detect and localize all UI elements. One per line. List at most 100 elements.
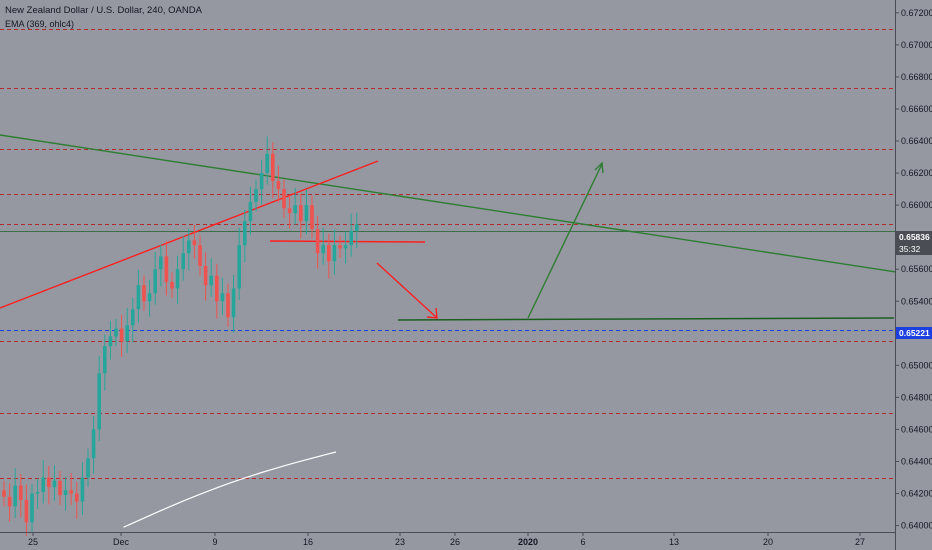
candle [265, 136, 269, 185]
price-tick-label: 0.64200 [901, 489, 932, 499]
drawing-tools[interactable] [0, 134, 897, 321]
symbol-title[interactable]: New Zealand Dollar / U.S. Dollar, 240, O… [5, 5, 202, 16]
candle [97, 356, 101, 441]
candlestick-series [2, 136, 359, 536]
red-horizontal-line[interactable] [269, 240, 426, 243]
candle [58, 471, 62, 505]
candle [35, 478, 40, 509]
price-tick-label: 0.64400 [901, 456, 932, 466]
candle [259, 159, 264, 205]
candle [310, 195, 314, 239]
candle [299, 193, 303, 239]
candle [192, 224, 197, 259]
price-tick-label: 0.65000 [901, 360, 932, 370]
price-tick-label: 0.65400 [901, 296, 932, 306]
candle [181, 235, 185, 281]
price-tick-label: 0.66400 [901, 136, 932, 146]
price-tick-label: 0.64800 [901, 392, 932, 402]
time-tick-label: 20 [763, 537, 773, 547]
candle [91, 415, 96, 474]
candle [13, 468, 17, 518]
price-tick-label: 0.66200 [901, 168, 932, 178]
time-tick-label: Dec [113, 537, 130, 547]
candle [231, 274, 236, 333]
candle [170, 272, 174, 299]
candle [254, 179, 258, 212]
candle [142, 275, 146, 311]
candle [321, 227, 325, 265]
candle [63, 476, 68, 511]
candle [237, 227, 241, 300]
candle [187, 228, 191, 271]
candle [86, 448, 90, 488]
red-down-arrow[interactable] [376, 262, 438, 319]
price-tick-label: 0.66000 [901, 200, 932, 210]
candle [41, 460, 45, 504]
green-horizontal-level[interactable] [397, 317, 895, 321]
candle [19, 473, 23, 518]
candle [220, 277, 225, 315]
candle [30, 483, 34, 532]
candle [209, 258, 213, 297]
candle [282, 179, 286, 218]
candle [131, 297, 135, 343]
time-tick-label: 9 [212, 537, 217, 547]
ema-369-line[interactable] [123, 451, 337, 528]
candle [327, 233, 331, 279]
indicator-title[interactable]: EMA (369, ohlc4) [5, 19, 75, 29]
time-scale[interactable]: 25 Dec 9 16 23 26 2020 6 13 20 27 [0, 532, 896, 547]
candle [343, 231, 348, 264]
candle [108, 321, 113, 360]
candle [315, 215, 320, 269]
bar-countdown-badge: 35:32 [896, 243, 932, 255]
candle [147, 279, 152, 317]
candle [215, 264, 219, 319]
candle [248, 186, 253, 235]
level-price-badge: 0.65221 [896, 327, 932, 339]
green-descending-trendline[interactable] [0, 134, 897, 273]
candle [287, 194, 292, 229]
candle [175, 255, 180, 304]
price-scale[interactable]: 0.67200 0.67000 0.66800 0.66600 0.66400 0.662… [895, 0, 932, 550]
candle [203, 252, 208, 301]
time-tick-label: 25 [28, 537, 38, 547]
price-tick-label: 0.66800 [901, 72, 932, 82]
candle [243, 209, 247, 263]
candle [271, 142, 275, 199]
price-tick-label: 0.65600 [901, 264, 932, 274]
candle [349, 213, 353, 257]
ema-line [123, 451, 337, 528]
candle [119, 315, 124, 357]
candle [276, 165, 281, 203]
green-up-arrow[interactable] [527, 161, 604, 319]
time-tick-label: 16 [303, 537, 313, 547]
candle [198, 235, 202, 276]
candle [355, 212, 359, 249]
candle [52, 465, 57, 501]
candle [47, 465, 51, 505]
candle [75, 482, 79, 519]
candle [7, 483, 12, 522]
candle [159, 244, 163, 287]
candle [114, 318, 118, 347]
candle [69, 473, 73, 506]
candle [293, 187, 297, 225]
candle [125, 307, 129, 353]
candle [332, 229, 337, 275]
current-price-badge: 0.65836 [896, 231, 932, 243]
price-tick-label: 0.67000 [901, 40, 932, 50]
time-tick-label: 26 [450, 537, 460, 547]
candle [304, 189, 309, 235]
candle [80, 462, 85, 516]
time-tick-label: 27 [855, 537, 865, 547]
price-tick-label: 0.67200 [901, 8, 932, 18]
price-tick-label: 0.64600 [901, 424, 932, 434]
candle [226, 283, 230, 327]
candle [153, 251, 157, 305]
candle [24, 484, 29, 536]
candle [164, 241, 169, 296]
time-tick-label: 23 [395, 537, 405, 547]
time-tick-label: 6 [580, 537, 585, 547]
